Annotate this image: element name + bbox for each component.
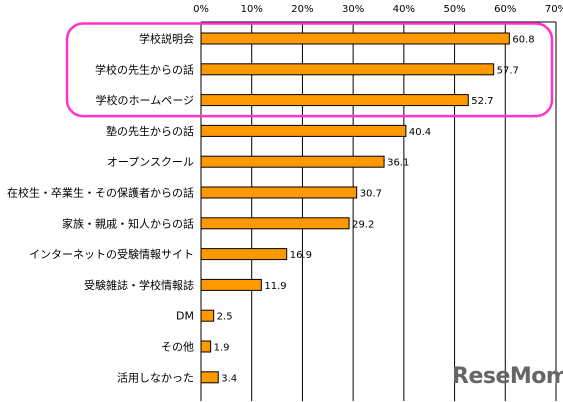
category-label: 学校のホームページ [96, 93, 194, 107]
gridlines [200, 21, 557, 401]
value-label: 3.4 [221, 373, 237, 384]
bar [200, 63, 495, 76]
value-label: 2.5 [217, 312, 233, 323]
category-label: 学校説明会 [139, 32, 194, 46]
bar [200, 217, 350, 230]
value-label: 16.9 [290, 250, 312, 261]
bar [200, 94, 469, 107]
value-label: 29.2 [352, 219, 374, 230]
bar [200, 340, 212, 353]
bar [200, 32, 510, 45]
tick-label: 70% [545, 4, 563, 15]
value-labels: 60.8 57.7 52.7 40.4 36.1 30.7 29.2 16.9 11.9 2.5 1… [214, 35, 535, 385]
bar [200, 278, 262, 291]
value-label: 57.7 [497, 65, 519, 76]
bar [200, 371, 219, 384]
value-label: 36.1 [387, 158, 409, 169]
category-label: 受験雑誌・学校情報誌 [84, 278, 194, 292]
category-label: オープンスクール [107, 156, 194, 169]
tick-label: 60% [494, 4, 516, 15]
category-label: その他 [161, 341, 194, 354]
value-label: 30.7 [360, 189, 382, 200]
tick-label: 50% [443, 4, 465, 15]
bar [200, 124, 407, 137]
category-label: 学校の先生からの話 [95, 62, 194, 76]
tick-label: 10% [241, 4, 263, 15]
highlight-box-rect [65, 22, 554, 118]
x-axis-ticks: 0% 10% 20% 30% 40% 50% 60% 70% [193, 4, 563, 15]
category-label: DM [176, 310, 194, 323]
value-label: 52.7 [471, 96, 493, 107]
category-label: 家族・親戚・知人からの話 [62, 216, 194, 230]
value-label: 11.9 [264, 281, 286, 292]
category-label: インターネットの受験情報サイト [29, 247, 194, 261]
value-label: 1.9 [214, 343, 230, 354]
value-label: 40.4 [409, 127, 431, 138]
highlight-box [65, 22, 554, 118]
tick-label: 0% [193, 4, 209, 15]
tick-label: 20% [291, 4, 313, 15]
category-label: 在校生・卒業生・その保護者からの話 [7, 186, 194, 200]
watermark-logo: ReseMom [452, 364, 563, 389]
tick-label: 30% [342, 4, 364, 15]
bar [200, 309, 215, 322]
bar [200, 248, 288, 261]
category-label: 活用しなかった [117, 371, 194, 384]
value-label: 60.8 [512, 35, 534, 46]
bar [200, 186, 358, 199]
bar [200, 155, 385, 168]
category-label: 塾の先生からの話 [106, 124, 194, 138]
bars [200, 32, 510, 384]
category-labels: 学校説明会学校の先生からの話学校のホームページ塾の先生からの話オープンスクール在… [7, 32, 194, 385]
tick-label: 40% [393, 4, 415, 15]
